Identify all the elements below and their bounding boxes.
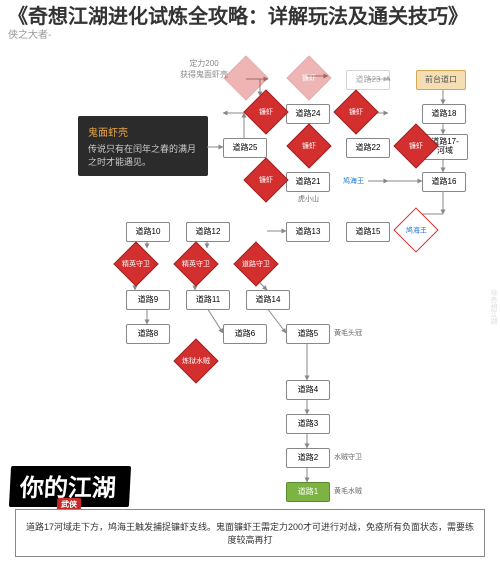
node-n2: 道路2 [286,448,330,468]
tooltip-box: 鬼面虾壳 传说只有在闰年之春的满月之时才能遇见。 [78,116,208,176]
node-n23: 道路23 [346,70,390,90]
node-n9: 道路9 [126,290,170,310]
node-n12: 道路12 [186,222,230,242]
node-n6: 道路6 [223,324,267,344]
node-n4: 道路4 [286,380,330,400]
diamond-d_g1: 精英守卫 [113,241,158,286]
side-label: 黄毛头冠 [334,328,362,338]
node-n_exit: 前台道口 [416,70,466,90]
node-n11: 道路11 [186,290,230,310]
node-n3: 道路3 [286,414,330,434]
side-label: 鸠海王 [343,176,364,186]
node-n15: 道路15 [346,222,390,242]
side-label: 水贼守卫 [334,452,362,462]
diamond-d_l22: 镰虾 [286,123,331,168]
brush-banner: 你的江湖 武侠 [10,466,130,507]
diamond-d_water: 炼狱水贼 [173,338,218,383]
side-label: 黄毛水贼 [334,486,362,496]
node-n24: 道路24 [286,104,330,124]
watermark: @奇想江湖 [488,289,498,324]
diamond-d_g3: 道路守卫 [233,241,278,286]
page-title: 《奇想江湖进化试炼全攻略：详解玩法及通关技巧》 [0,0,476,34]
node-n16: 道路16 [422,172,466,192]
tooltip-text: 传说只有在闰年之春的满月之时才能遇见。 [88,143,198,168]
node-n8: 道路8 [126,324,170,344]
diamond-d_r22: 镰虾 [393,123,438,168]
diamond-d_l21: 镰虾 [243,157,288,202]
tooltip-title: 鬼面虾壳 [88,124,198,139]
node-n1: 道路1 [286,482,330,502]
node-n21: 道路21 [286,172,330,192]
node-n14: 道路14 [246,290,290,310]
hint-top: 定力200 获得鬼面虾壳 [180,58,228,80]
node-n5: 道路5 [286,324,330,344]
node-n22: 道路22 [346,138,390,158]
diamond-d_top2: 镰虾 [286,55,331,100]
side-label: 虎小山 [298,194,319,204]
diamond-d_r24: 镰虾 [333,89,378,134]
diamond-d_g2: 精英守卫 [173,241,218,286]
node-n13: 道路13 [286,222,330,242]
node-n18: 道路18 [422,104,466,124]
diamond-d_r15: 鸠海王 [393,207,438,252]
node-n25: 道路25 [223,138,267,158]
bottom-note: 道路17河域走下方，鸠海王触发捕捉镰虾支线。鬼面镰虾王需定力200才可进行对战，… [15,509,485,557]
node-n10: 道路10 [126,222,170,242]
